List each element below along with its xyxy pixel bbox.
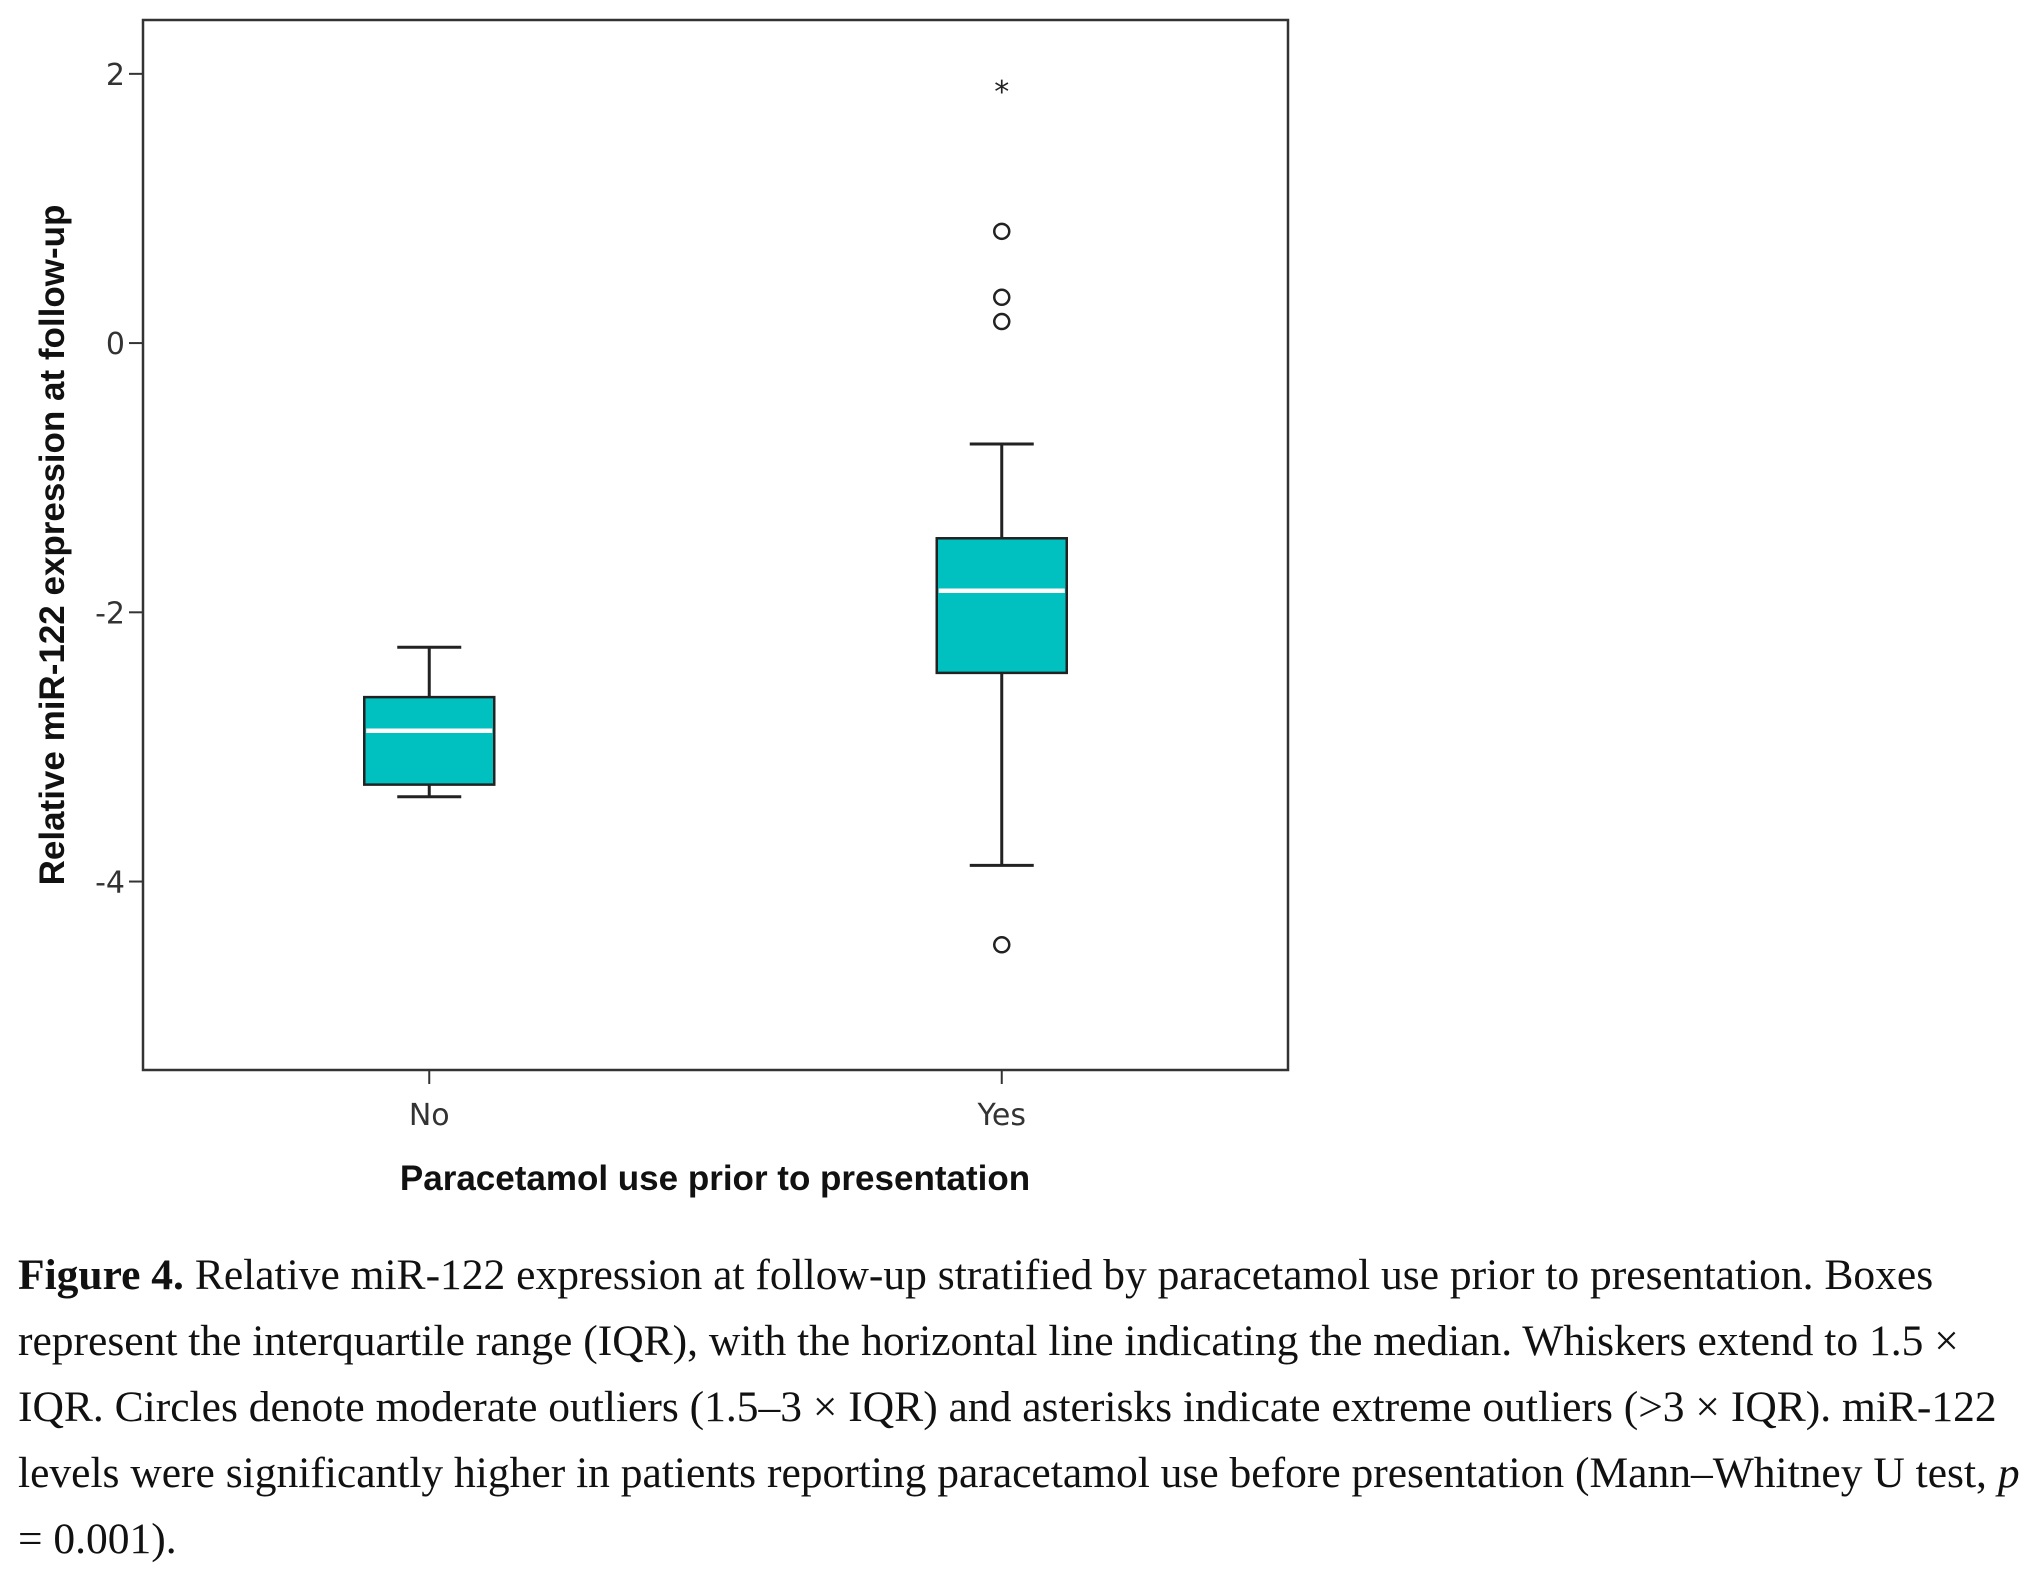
figure-caption: Figure 4. Relative miR-122 expression at… (18, 1242, 2028, 1572)
iqr-box (363, 695, 496, 786)
plot-frame (141, 18, 1290, 1072)
x-tick-label: No (409, 1098, 450, 1133)
iqr-box (935, 537, 1068, 675)
outlier-point (993, 288, 1011, 307)
y-tick-label: 2 (106, 58, 125, 93)
y-tick-label: 0 (106, 327, 125, 362)
x-axis: No Yes (409, 1070, 1026, 1133)
x-tick-label: Yes (977, 1098, 1026, 1133)
outlier-point (993, 312, 1011, 331)
y-tick-label: -2 (95, 596, 125, 631)
caption-p-symbol: p (1997, 1449, 2020, 1497)
outlier-point (993, 936, 1011, 954)
box-plot-chart: 2 0 -2 -4 No Yes * Relative miR-122 expressi… (33, 18, 1290, 1198)
box-group-yes: * (935, 75, 1068, 954)
boxes: * (363, 75, 1068, 954)
y-axis-title: Relative miR-122 expression at follow-up (33, 205, 72, 886)
x-axis-title: Paracetamol use prior to presentation (400, 1159, 1030, 1198)
y-tick-label: -4 (95, 866, 125, 901)
caption-text: Relative miR-122 expression at follow-up… (18, 1251, 1998, 1497)
y-axis: 2 0 -2 -4 (95, 58, 143, 901)
outlier-point (993, 222, 1011, 241)
figure-label: Figure 4. (18, 1251, 184, 1299)
box-group-no (363, 645, 496, 799)
caption-text-end: = 0.001). (18, 1515, 177, 1563)
extreme-outlier-point: * (994, 75, 1009, 110)
